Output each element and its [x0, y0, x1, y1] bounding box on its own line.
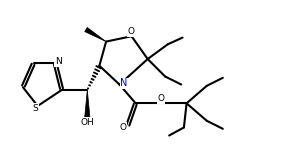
Text: N: N: [55, 57, 62, 66]
Text: S: S: [33, 104, 38, 113]
Text: O: O: [119, 123, 126, 132]
Text: O: O: [128, 27, 135, 36]
Polygon shape: [85, 90, 90, 118]
Text: N: N: [120, 78, 128, 88]
Text: O: O: [157, 94, 164, 103]
Text: OH: OH: [80, 118, 94, 127]
Polygon shape: [85, 27, 106, 42]
